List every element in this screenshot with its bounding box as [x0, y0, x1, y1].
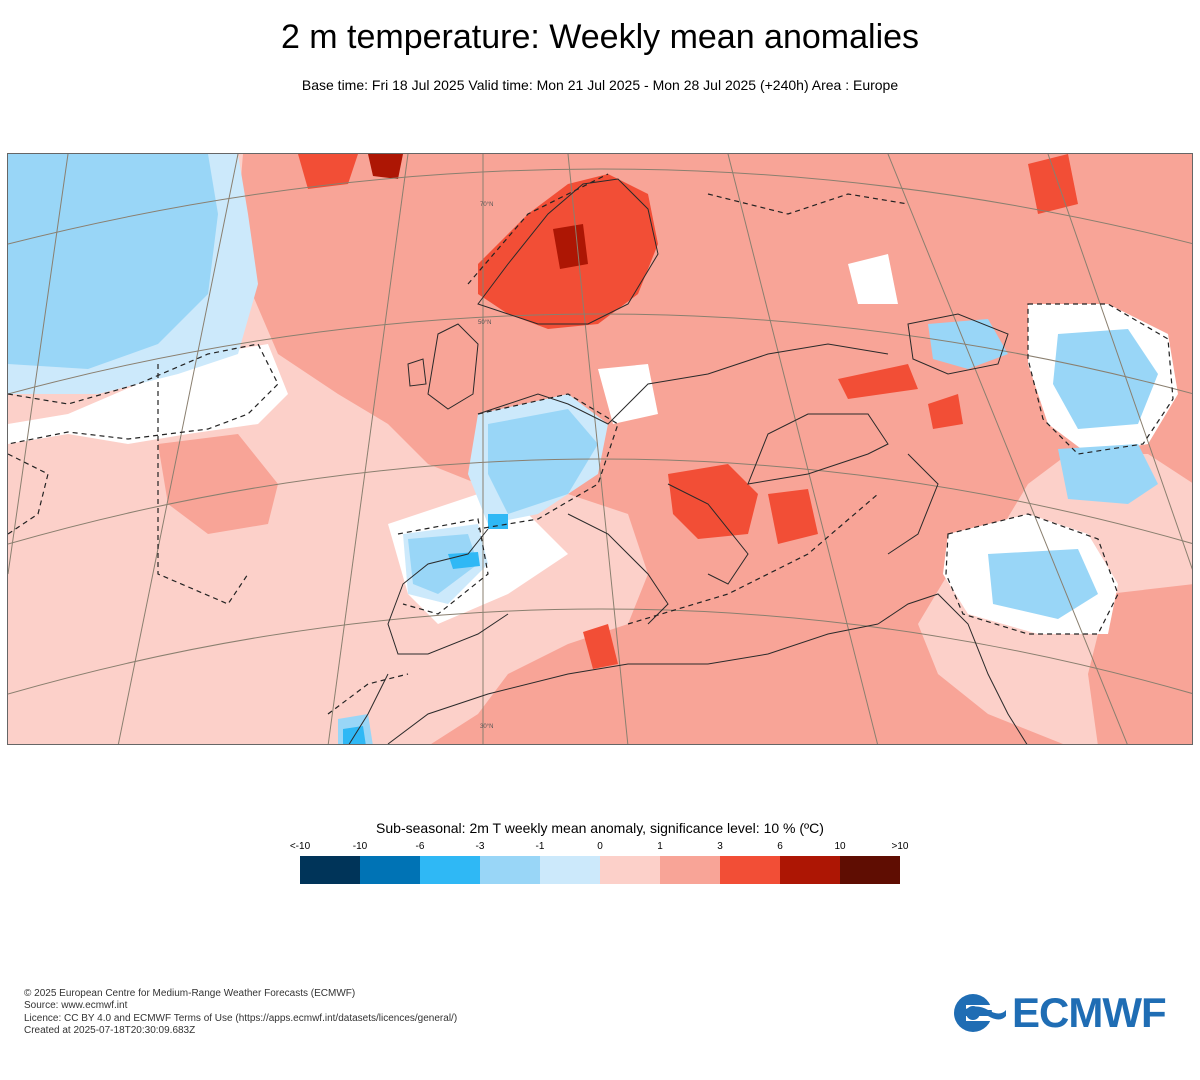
graticule-label-30n: 30°N [480, 724, 493, 730]
ecmwf-logo: ECMWF [952, 989, 1182, 1036]
legend-label: 3 [717, 841, 723, 852]
anomaly-6-10-regions [368, 154, 588, 269]
legend-swatch-5 [600, 856, 660, 884]
map-svg: 70°N 50°N 30°N [8, 154, 1192, 744]
graticule-lines [8, 154, 1192, 744]
legend-swatch-4 [540, 856, 600, 884]
legend-color-bar [300, 856, 900, 884]
legend-label: -10 [352, 841, 368, 852]
legend-label: -1 [535, 841, 545, 852]
ecmwf-logo-text: ECMWF [1012, 989, 1167, 1036]
legend-label: -3 [475, 841, 485, 852]
legend-title: Sub-seasonal: 2m T weekly mean anomaly, … [376, 820, 824, 836]
footer-licence: Licence: CC BY 4.0 and ECMWF Terms of Us… [24, 1012, 458, 1024]
legend-swatch-1 [360, 856, 420, 884]
chart-title: 2 m temperature: Weekly mean anomalies [280, 18, 920, 56]
footer-source: Source: www.ecmwf.int [24, 1000, 128, 1012]
legend-swatch-2 [420, 856, 480, 884]
legend-labels: <-10 -10 -6 -3 -1 0 1 3 6 10 >10 [270, 841, 930, 855]
footer-credits: © 2025 European Centre for Medium-Range … [24, 988, 457, 1038]
legend-label: -6 [415, 841, 425, 852]
chart-subtitle: Base time: Fri 18 Jul 2025 Valid time: M… [301, 77, 899, 93]
graticule-label-50n: 50°N [478, 320, 491, 326]
legend-swatch-8 [780, 856, 840, 884]
legend-label: >10 [891, 841, 909, 852]
coastlines [348, 178, 1028, 744]
legend-label: <-10 [289, 841, 311, 852]
legend-swatch-6 [660, 856, 720, 884]
anomaly-1-3-regions [158, 154, 1192, 744]
footer-created: Created at 2025-07-18T20:30:09.683Z [24, 1025, 196, 1037]
legend-swatch-7 [720, 856, 780, 884]
legend-label: 1 [657, 841, 663, 852]
anomaly-3-6-regions [298, 154, 1078, 669]
anomaly-map: 70°N 50°N 30°N [7, 153, 1193, 745]
legend-label: 0 [597, 841, 603, 852]
legend-swatch-3 [480, 856, 540, 884]
legend-swatch-9 [840, 856, 900, 884]
legend-label: 10 [834, 841, 846, 852]
legend-label: 6 [777, 841, 783, 852]
graticule-label-70n: 70°N [480, 202, 493, 208]
footer-copyright: © 2025 European Centre for Medium-Range … [24, 988, 356, 999]
legend-swatch-0 [300, 856, 360, 884]
significance-contours [8, 173, 1174, 715]
ecmwf-logo-icon [954, 994, 1006, 1032]
